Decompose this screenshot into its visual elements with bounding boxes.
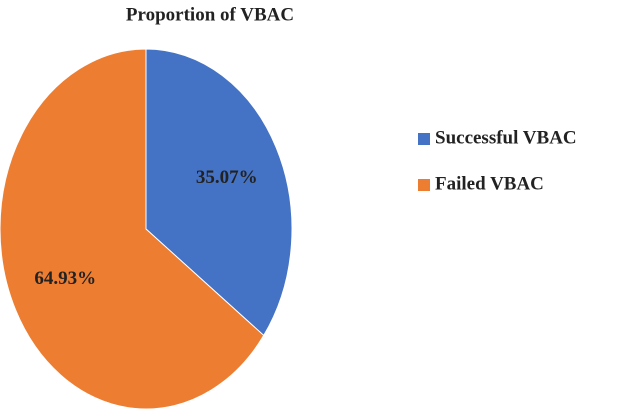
legend-label: Failed VBAC [435, 173, 544, 194]
legend-label: Successful VBAC [435, 127, 577, 148]
data-label: 64.93% [34, 268, 96, 289]
pie-slice [0, 48, 265, 410]
legend-swatch [418, 179, 430, 191]
pie-slice [145, 48, 293, 337]
chart-title: Proportion of VBAC [126, 4, 294, 25]
data-label: 35.07% [196, 167, 258, 188]
legend-swatch [418, 133, 430, 145]
